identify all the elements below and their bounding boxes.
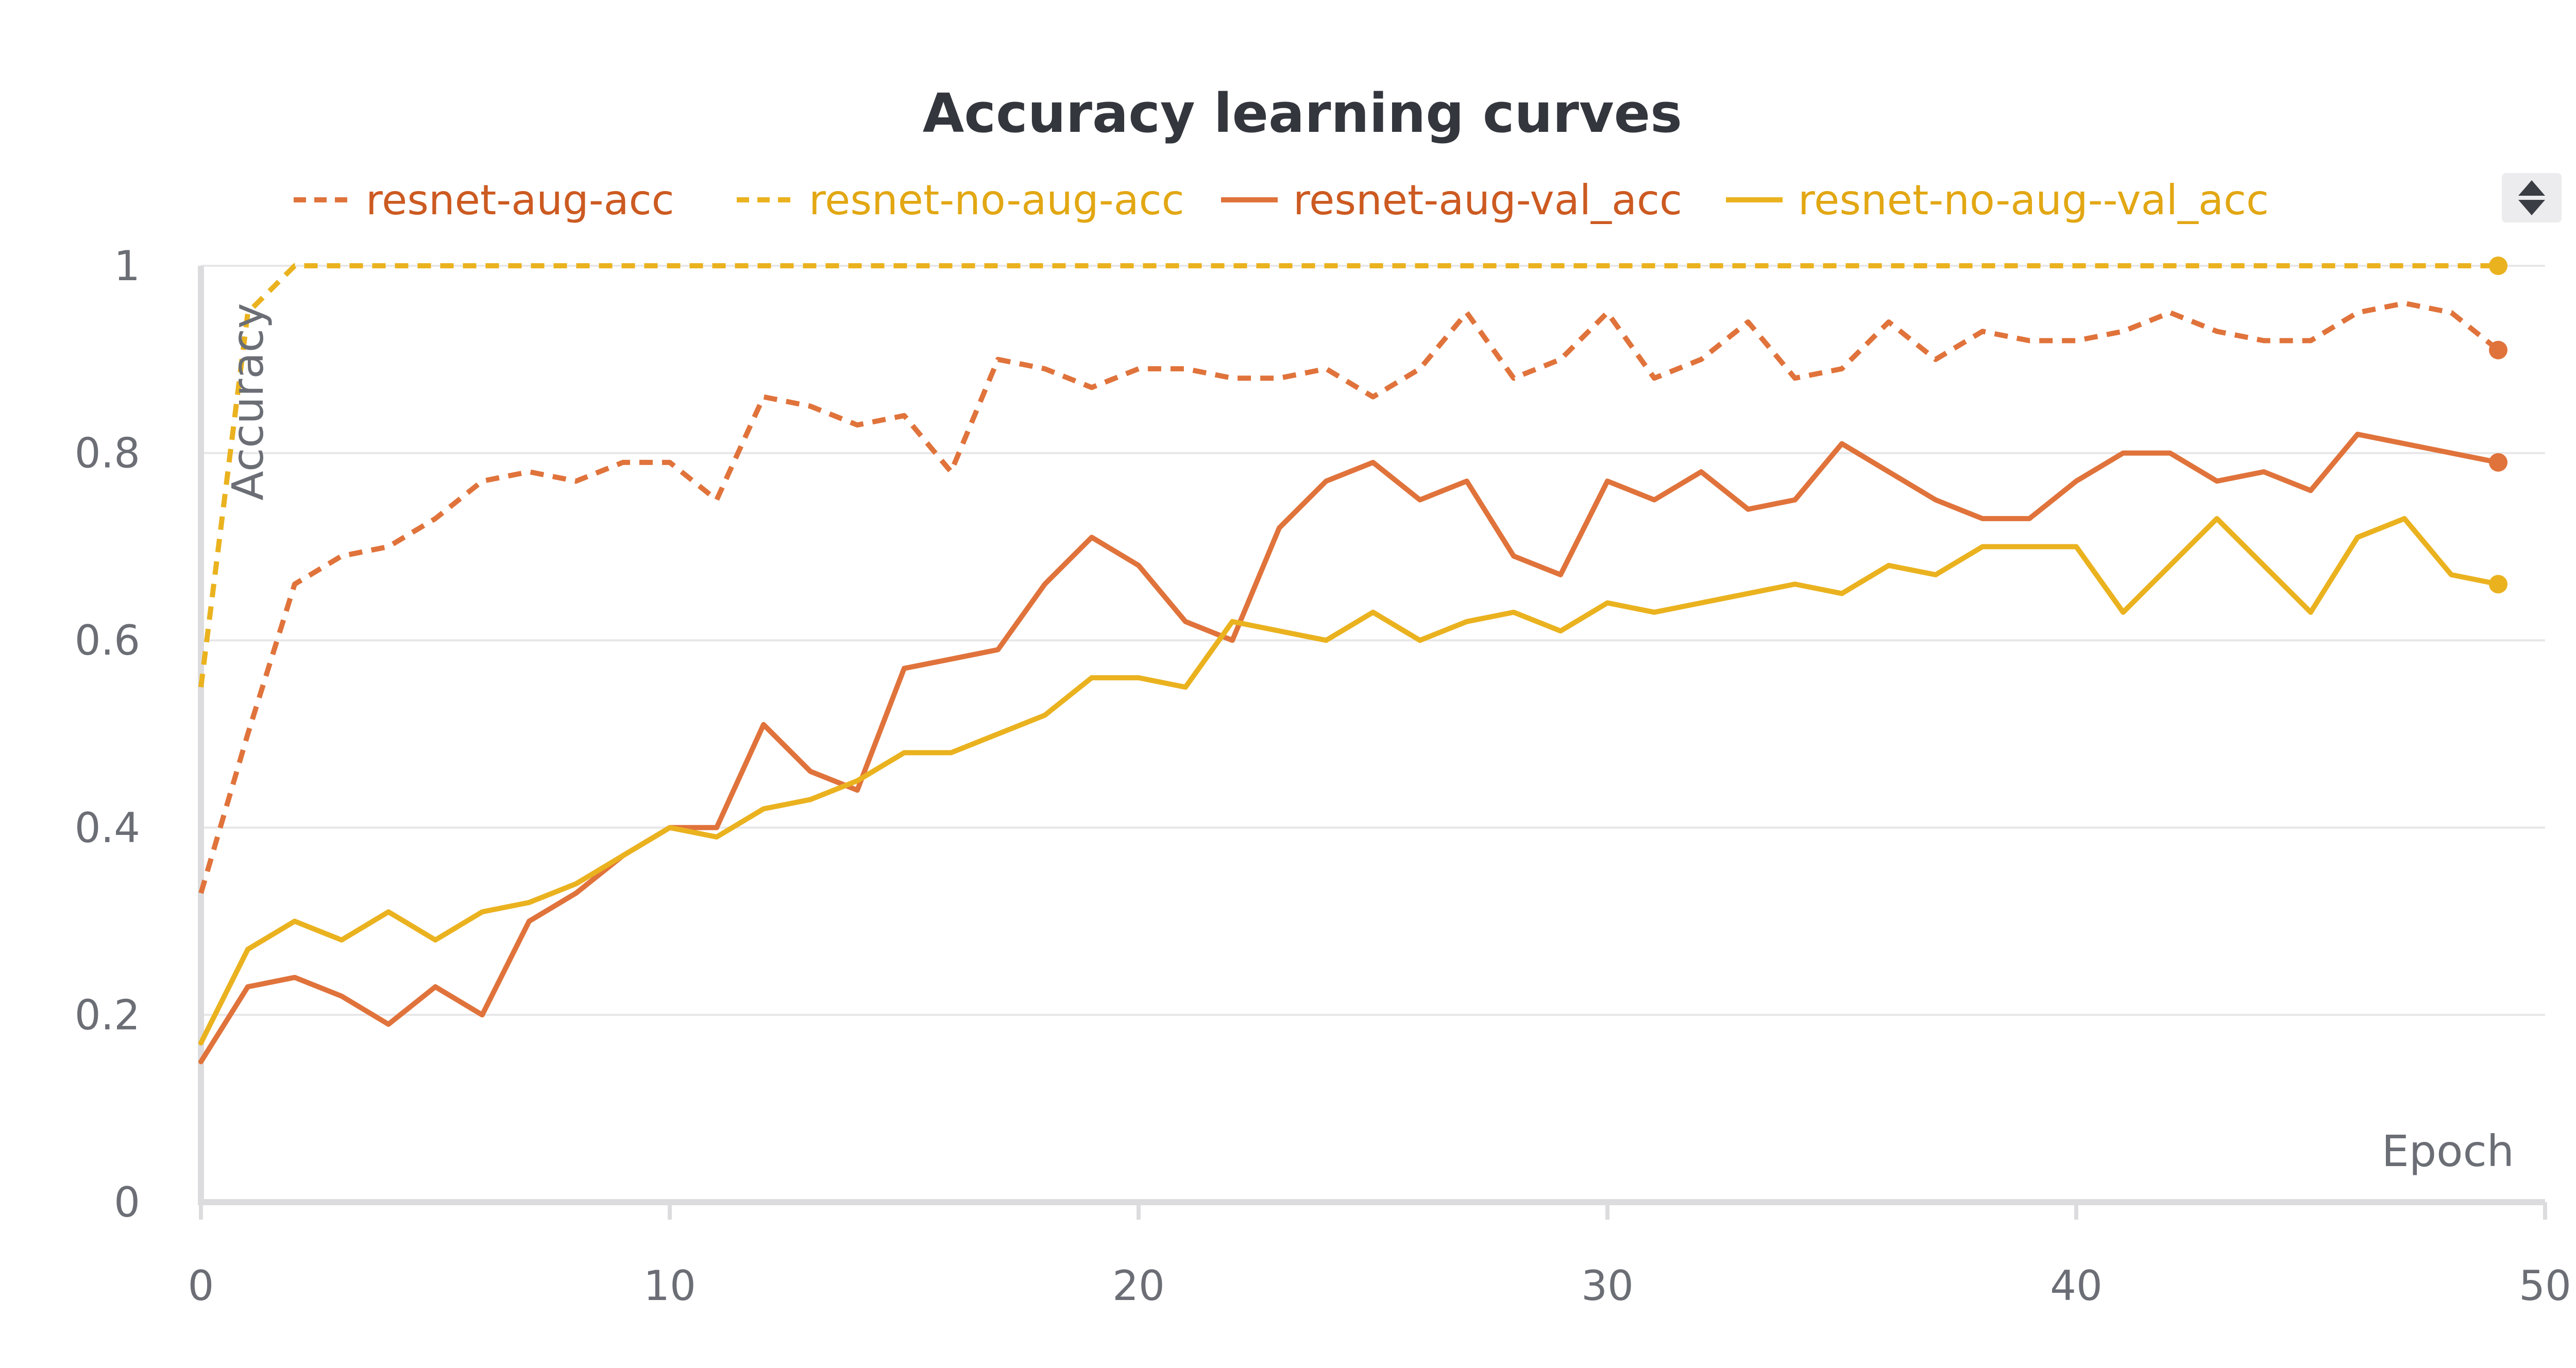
x-tick-label: 40 (2050, 1262, 2103, 1310)
y-tick-label: 0.2 (75, 991, 140, 1039)
y-axis-title: Accuracy (223, 303, 273, 501)
chart-title: Accuracy learning curves (923, 82, 1682, 145)
legend-label: resnet-no-aug--val_acc (1798, 176, 2269, 224)
series-end-marker (2489, 340, 2507, 360)
series-layer (198, 256, 2507, 1065)
grid (201, 265, 2545, 1016)
series-line-resnet-aug-val_acc (198, 432, 2501, 1065)
legend: resnet-aug-acc resnet-no-aug-acc resnet-au… (294, 176, 2269, 224)
x-axis-title: Epoch (2382, 1126, 2514, 1176)
x-tick-label: 0 (188, 1262, 214, 1310)
series-end-marker (2489, 575, 2507, 594)
x-tick-label: 20 (1112, 1262, 1165, 1310)
x-tick-label: 30 (1581, 1262, 1634, 1310)
x-tick-label: 10 (643, 1262, 696, 1310)
y-tick-label: 0.4 (75, 804, 140, 852)
y-tick-label: 0.8 (75, 430, 140, 477)
series-line-resnet-no-aug--val_acc (198, 516, 2501, 1046)
legend-scroll-control[interactable] (2502, 173, 2562, 223)
series-end-marker (2489, 453, 2507, 472)
chevron-up-icon[interactable] (2518, 180, 2545, 196)
axes: 00.20.40.60.810 10 20 30 40 50 (75, 242, 2571, 1310)
chevron-down-icon[interactable] (2518, 200, 2545, 215)
series-line-resnet-aug-acc (198, 300, 2500, 894)
legend-label: resnet-no-aug-acc (809, 176, 1184, 224)
y-tick-label: 0 (114, 1178, 140, 1226)
y-tick-label: 0.6 (75, 617, 140, 664)
x-tick-label: 50 (2519, 1262, 2571, 1310)
y-tick-label: 1 (114, 242, 140, 290)
series-end-marker (2489, 256, 2507, 275)
series-line-resnet-no-aug-acc (198, 263, 2498, 688)
legend-label: resnet-aug-acc (366, 176, 674, 224)
legend-label: resnet-aug-val_acc (1293, 176, 1682, 224)
